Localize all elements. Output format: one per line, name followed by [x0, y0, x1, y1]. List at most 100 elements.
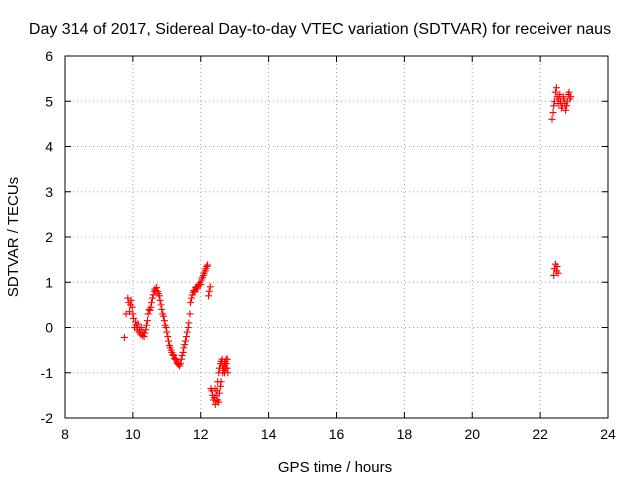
data-point — [179, 348, 187, 356]
data-point — [155, 292, 163, 300]
x-tick-label: 16 — [329, 426, 345, 442]
data-point — [552, 84, 560, 92]
x-tick-label: 20 — [464, 426, 480, 442]
data-point — [144, 310, 152, 318]
data-point — [175, 361, 183, 369]
x-tick-label: 12 — [193, 426, 209, 442]
x-tick-label: 18 — [397, 426, 413, 442]
data-point — [130, 314, 138, 322]
data-point — [223, 364, 231, 372]
y-tick-label: 2 — [45, 229, 53, 245]
data-point — [215, 398, 223, 406]
data-point — [146, 306, 154, 314]
data-point — [187, 299, 195, 307]
data-point — [553, 262, 561, 270]
data-point — [550, 102, 558, 110]
data-point — [159, 312, 167, 320]
data-point — [120, 333, 128, 341]
data-point — [565, 88, 573, 96]
data-point — [188, 294, 196, 302]
data-point — [128, 303, 136, 311]
data-point — [156, 296, 164, 304]
data-point — [163, 328, 171, 336]
data-point — [149, 294, 157, 302]
x-tick-label: 8 — [61, 426, 69, 442]
data-point — [177, 355, 185, 363]
data-point — [160, 317, 168, 325]
x-axis-label: GPS time / hours — [278, 459, 392, 476]
data-point — [157, 301, 165, 309]
data-point — [137, 324, 145, 331]
data-point — [549, 109, 557, 117]
data-point — [153, 284, 161, 292]
data-point — [147, 303, 155, 311]
data-point — [563, 102, 571, 110]
y-tick-label: 6 — [45, 48, 53, 64]
data-point — [178, 352, 186, 360]
data-point — [169, 351, 177, 359]
y-tick-label: 1 — [45, 274, 53, 290]
data-series — [120, 84, 575, 408]
y-axis-label: SDTVAR / TECUs — [5, 177, 22, 297]
data-point — [193, 285, 201, 293]
data-point — [550, 271, 558, 279]
data-point — [551, 88, 559, 96]
x-tick-label: 24 — [600, 426, 616, 442]
data-point — [142, 326, 150, 334]
data-point — [141, 329, 149, 337]
data-point — [158, 305, 166, 313]
data-point — [567, 93, 575, 101]
data-point — [182, 333, 190, 341]
data-point — [211, 385, 219, 393]
x-tick-label: 22 — [532, 426, 548, 442]
data-point — [562, 106, 570, 114]
data-point — [197, 281, 205, 289]
data-point — [176, 360, 184, 368]
data-point — [186, 310, 194, 318]
grid — [65, 56, 608, 418]
data-point — [149, 291, 157, 299]
data-point — [204, 261, 212, 269]
data-point — [183, 328, 191, 336]
y-tick-label: 0 — [45, 320, 53, 336]
data-point — [134, 320, 142, 328]
data-point — [164, 333, 172, 341]
y-tick-label: 3 — [45, 184, 53, 200]
data-point — [217, 378, 225, 386]
x-tick-label: 14 — [261, 426, 277, 442]
data-point — [215, 389, 223, 397]
data-point — [180, 344, 188, 352]
y-tick-label: 5 — [45, 93, 53, 109]
y-tick-label: -2 — [41, 410, 54, 426]
data-point — [127, 296, 135, 304]
data-point — [184, 324, 192, 331]
data-point — [140, 333, 148, 341]
x-tick-label: 10 — [125, 426, 141, 442]
data-point — [222, 355, 230, 363]
data-point — [548, 115, 556, 123]
data-point — [129, 310, 137, 318]
data-point — [148, 299, 156, 307]
data-point — [181, 337, 189, 345]
chart-title: Day 314 of 2017, Sidereal Day-to-day VTE… — [29, 21, 611, 38]
data-point — [550, 97, 558, 105]
data-point — [206, 283, 214, 291]
data-point — [205, 287, 213, 295]
data-point — [554, 269, 562, 277]
data-point — [165, 337, 173, 345]
data-point — [142, 321, 150, 329]
data-point — [216, 382, 224, 390]
data-point — [132, 321, 140, 329]
y-tick-label: -1 — [41, 365, 54, 381]
data-point — [181, 341, 189, 349]
data-point — [162, 324, 170, 331]
data-point — [185, 319, 193, 327]
data-point — [203, 262, 211, 270]
data-point — [205, 292, 213, 300]
data-point — [171, 355, 179, 363]
data-point — [143, 317, 151, 325]
y-tick-label: 4 — [45, 139, 53, 155]
data-point — [224, 369, 232, 377]
